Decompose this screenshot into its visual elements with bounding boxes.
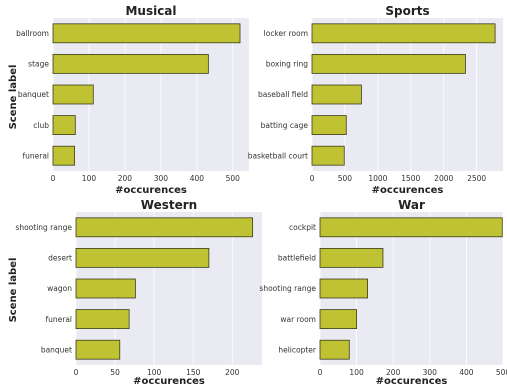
x-tick-label: 400: [459, 368, 474, 377]
bar-locker-room: [311, 23, 496, 44]
x-tick-label: 200: [386, 368, 401, 377]
chart-title: Western: [141, 198, 197, 212]
y-tick-label: boxing ring: [266, 60, 308, 69]
y-tick-label: funeral: [45, 315, 72, 324]
x-axis-label: #occurences: [133, 376, 205, 387]
x-tick-label: 100: [147, 368, 162, 377]
y-tick-label: banquet: [18, 90, 49, 99]
x-tick-label: 500: [496, 368, 507, 377]
panel-western: 0 50 100 150 200 shooting range desert wagon fun…: [15, 198, 262, 387]
y-tick-label: desert: [48, 254, 72, 263]
y-tick-label: war room: [280, 315, 316, 324]
y-axis-label-top: Scene label: [8, 65, 19, 130]
y-tick-label: basketball court: [248, 151, 308, 160]
y-tick-label: helicopter: [278, 345, 317, 354]
y-tick-label: batting cage: [261, 121, 309, 130]
y-tick-label: funeral: [22, 151, 49, 160]
y-axis-label-bottom: Scene label: [8, 258, 19, 323]
x-tick-label: 400: [190, 174, 205, 183]
bar-helicopter: [319, 339, 350, 360]
bar-baseball-field: [311, 84, 362, 105]
x-tick-label: 150: [186, 368, 201, 377]
panel-musical: 0 100 200 300 400 500 ballroom stage banquet club…: [16, 4, 249, 196]
bar-club: [52, 115, 76, 135]
bar-funeral: [52, 145, 75, 166]
y-tick-label: ballroom: [16, 29, 49, 38]
x-tick-label: 1000: [368, 174, 387, 183]
x-tick-label: 200: [118, 174, 133, 183]
bar-batting-cage: [311, 115, 347, 135]
x-tick-label: 2500: [467, 174, 486, 183]
x-tick-label: 100: [82, 174, 97, 183]
bar-banquet: [75, 339, 121, 360]
y-tick-label: club: [33, 121, 49, 130]
panel-war: 0 100 200 300 400 500 cockpit battlefield shooti…: [259, 198, 507, 387]
x-tick-label: 1500: [401, 174, 420, 183]
bar-wagon: [75, 278, 136, 299]
x-tick-label: 500: [338, 174, 353, 183]
bar-desert: [75, 248, 210, 268]
x-tick-label: 0: [74, 368, 79, 377]
y-tick-label: wagon: [47, 284, 72, 293]
bar-war-room: [319, 309, 357, 329]
y-tick-label: shooting range: [15, 223, 72, 232]
bar-battlefield: [319, 248, 384, 268]
x-tick-label: 0: [310, 174, 315, 183]
panel-sports: 0 500 1000 1500 2000 2500 locker room boxing ri…: [248, 4, 503, 196]
x-tick-label: 2000: [434, 174, 453, 183]
bar-boxing-ring: [311, 54, 466, 74]
bar-shooting-range: [319, 278, 368, 299]
bar-cockpit: [319, 217, 503, 238]
chart-title: War: [398, 198, 425, 212]
x-axis-label: #occurences: [376, 376, 448, 387]
y-tick-label: baseball field: [258, 90, 308, 99]
x-tick-label: 100: [349, 368, 364, 377]
x-tick-label: 0: [51, 174, 56, 183]
x-tick-label: 300: [154, 174, 169, 183]
x-tick-label: 50: [110, 368, 120, 377]
y-tick-label: battlefield: [278, 254, 316, 263]
x-tick-label: 500: [226, 174, 241, 183]
bar-shooting-range: [75, 217, 254, 238]
bar-ballroom: [52, 23, 241, 44]
x-axis-label: #occurences: [372, 185, 444, 196]
bar-funeral: [75, 309, 130, 329]
x-axis-label: #occurences: [115, 185, 187, 196]
y-tick-label: cockpit: [289, 223, 316, 232]
chart-title: Musical: [125, 4, 176, 18]
x-tick-label: 300: [423, 368, 438, 377]
x-tick-label: 0: [318, 368, 323, 377]
x-tick-label: 200: [225, 368, 240, 377]
y-tick-label: banquet: [41, 345, 72, 354]
y-tick-label: shooting range: [259, 284, 316, 293]
bar-basketball-court: [311, 145, 345, 166]
bar-banquet: [52, 84, 94, 105]
chart-title: Sports: [385, 4, 429, 18]
y-tick-label: locker room: [264, 29, 308, 38]
y-tick-label: stage: [28, 60, 49, 69]
bar-stage: [52, 54, 209, 74]
